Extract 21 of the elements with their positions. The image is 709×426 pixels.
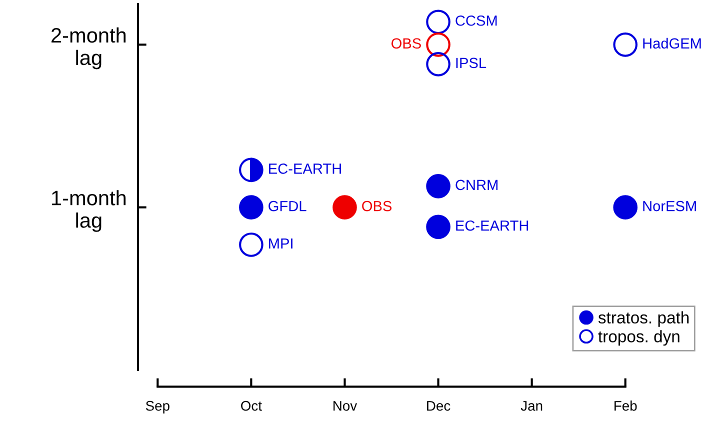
annotation: MPI (269, 238, 292, 249)
x-tick-label: Feb (614, 400, 637, 411)
y-tick-label: 1-month lag (52, 190, 126, 232)
legend-label: stratos. path (598, 311, 689, 327)
annotation: CCSM (456, 15, 497, 26)
annotation: OBS (392, 38, 421, 49)
annotation: IPSL (456, 58, 486, 68)
annotation: NorESM (643, 200, 696, 212)
y-tick-label: 2-month lag (52, 27, 126, 70)
annotation: CNRM (456, 180, 498, 190)
annotation: HadGEM (643, 38, 701, 49)
x-tick-label: Oct (241, 400, 262, 411)
x-tick-label: Sep (146, 400, 170, 414)
annotation: EC-EARTH (269, 164, 341, 174)
annotation: GFDL (268, 200, 306, 212)
legend-label: tropos. dyn (598, 330, 680, 346)
x-tick-label: Jan (520, 401, 542, 411)
x-tick-label: Dec (427, 401, 450, 411)
annotation: OBS (362, 200, 392, 212)
x-tick-label: Nov (334, 401, 358, 411)
annotation: EC-EARTH (456, 220, 528, 231)
